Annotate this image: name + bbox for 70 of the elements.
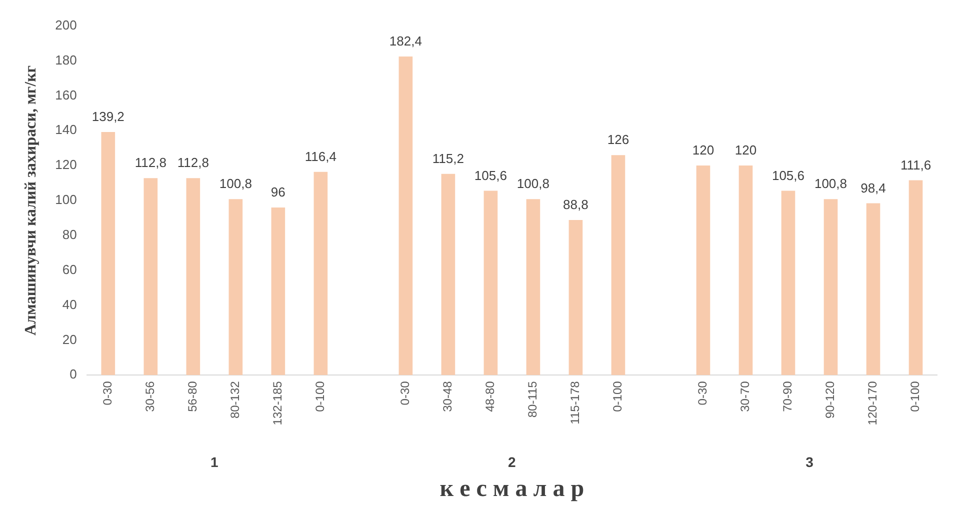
data-label: 100,8 [219,176,252,192]
y-tick-label: 200 [55,17,77,32]
x-tick-label: 90-120 [823,380,838,419]
data-label: 88,8 [563,197,588,212]
data-label: 139,2 [92,109,124,124]
bar [271,207,286,376]
data-label: 100,8 [814,176,848,192]
x-tick-label: 30-56 [142,380,157,412]
data-label: 100,8 [516,176,550,192]
bar [314,172,328,376]
x-tick-label: 56-80 [185,380,200,412]
bar [526,199,540,376]
x-tick-label: 80-115 [526,380,540,418]
x-tick-label: 30-70 [738,380,752,412]
y-tick-label: 120 [55,157,77,172]
x-tick-label: 132-185 [270,380,284,426]
bar [611,155,626,376]
bar [696,166,710,376]
y-tick-label: 20 [62,332,77,347]
x-axis-title: к е с м а л а р [440,476,584,502]
bar [186,178,200,376]
text: 3 [806,454,814,470]
bar [441,174,456,376]
bar [228,199,243,376]
bar [824,199,838,376]
data-label: 112,8 [134,155,166,170]
bar [738,166,753,376]
y-tick-label: 100 [55,192,77,208]
x-tick-label: 48-80 [483,380,498,412]
y-tick-label: 80 [62,226,77,242]
y-axis-title: Алмашинувчи калий захираси, мг/кг [22,65,40,336]
y-tick-label: 140 [55,122,77,138]
y-tick-label: 160 [55,87,77,102]
data-label: 112,8 [177,155,209,170]
x-tick-label: 0-100 [908,380,922,412]
bar [908,180,923,376]
data-label: 120 [692,142,714,158]
y-tick-label: 60 [62,262,77,277]
x-tick-label: 0-100 [312,380,327,412]
bar [101,132,116,376]
data-label: 126 [607,132,630,148]
text: 1 [210,454,219,470]
text: 2 [508,454,516,470]
data-label: 105,6 [474,168,507,183]
bar [484,190,498,376]
data-label: 116,4 [304,148,336,164]
x-tick-label: 0-30 [398,380,412,406]
data-label: 111,6 [900,157,932,172]
bar [144,178,158,376]
x-tick-label: 30-48 [440,380,454,412]
x-tick-label: 0-30 [696,380,710,406]
x-tick-label: 70-90 [780,380,795,412]
x-tick-label: 115-178 [568,380,582,424]
data-label: 105,6 [772,168,805,183]
x-tick-label: 120-170 [866,380,880,426]
y-tick-label: 40 [62,296,77,312]
data-label: 120 [734,142,757,158]
data-label: 96 [270,184,286,200]
x-tick-label: 0-100 [610,380,625,412]
x-tick-label: 80-132 [228,380,242,419]
bar [866,203,880,376]
data-label: 98,4 [860,180,886,196]
data-label: 182,4 [389,34,422,49]
bar [568,220,583,376]
bar [781,190,796,376]
data-label: 115,2 [432,151,464,166]
x-tick-label: 0-30 [100,380,114,406]
y-tick-label: 180 [55,52,77,68]
bar [398,56,413,376]
y-tick-label: 0 [70,366,77,382]
